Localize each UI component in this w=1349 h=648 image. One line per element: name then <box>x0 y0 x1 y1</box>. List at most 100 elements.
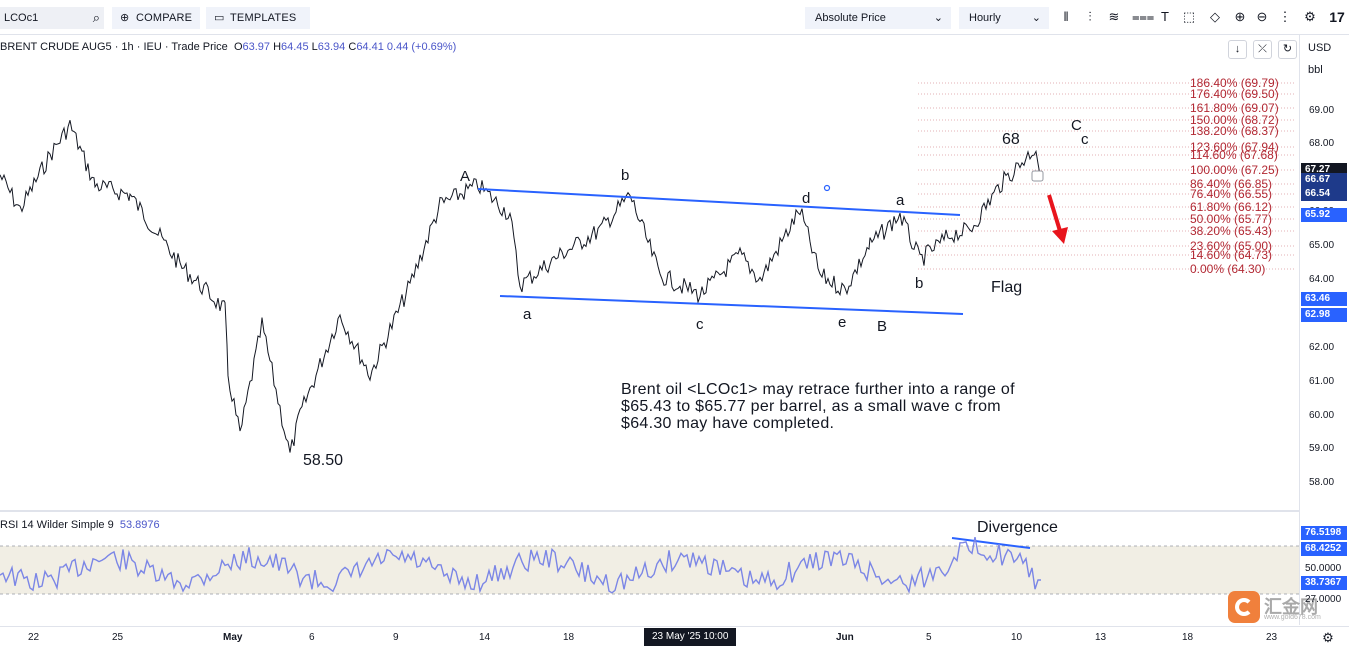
down-arrow-icon <box>1047 194 1068 244</box>
interval-value: Hourly <box>969 12 1001 24</box>
close-value: 64.41 <box>356 41 384 53</box>
time-tick: 6 <box>309 632 315 643</box>
download-icon[interactable]: ↓ <box>1228 40 1247 59</box>
time-tick: 23 <box>1266 632 1278 643</box>
divergence-label: Divergence <box>977 519 1058 536</box>
wave-label-B: B <box>877 318 888 335</box>
fib-level-label: 138.20% (68.37) <box>1190 124 1279 138</box>
symbol-search[interactable]: LCOc1 ⌕ <box>0 7 104 29</box>
price-legend: BRENT CRUDE AUG5 · 1h · IEU · Trade Pric… <box>0 41 456 53</box>
text-icon[interactable]: T <box>1161 9 1169 24</box>
rsi-band <box>0 545 1299 595</box>
price-tick: 65.00 <box>1309 240 1335 251</box>
fib-level-label: 100.00% (67.25) <box>1190 163 1279 177</box>
zoom-icon[interactable]: ⊕ <box>1234 9 1246 24</box>
zoom-out-icon[interactable]: ⊖ <box>1256 9 1268 24</box>
wave-label-c: c <box>696 316 704 333</box>
time-tick: 9 <box>393 632 399 643</box>
rsi-legend: RSI 14 Wilder Simple 9 53.8976 <box>0 519 160 531</box>
rsi-scale-label: 50.0000 <box>1305 563 1342 574</box>
time-tick: 13 <box>1095 632 1107 643</box>
time-tick: 18 <box>1182 632 1194 643</box>
fib-level-label: 161.80% (69.07) <box>1190 101 1279 115</box>
more-icon[interactable]: ⋮ <box>1278 9 1292 24</box>
price-label: 66.67 <box>1301 173 1347 187</box>
upper-trendline[interactable] <box>477 188 961 216</box>
rsi-series <box>0 536 1041 594</box>
wave-label-A: A <box>460 168 471 185</box>
rsi-scale-label: 76.5198 <box>1301 526 1347 540</box>
unit-label[interactable]: bbl <box>1308 64 1323 76</box>
time-tick: 25 <box>112 632 124 643</box>
open-label: O <box>233 41 243 53</box>
candlestick-icon[interactable]: ‖ <box>1063 9 1069 24</box>
fib-level-label: 86.40% (66.85) <box>1190 177 1273 191</box>
settings-icon[interactable]: ⚙ <box>1304 9 1316 24</box>
collapse-icon[interactable]: ⤫ <box>1253 40 1272 59</box>
high-label: H <box>273 41 282 53</box>
price-tick: 64.00 <box>1309 274 1335 285</box>
fib-level-label: 186.40% (69.79) <box>1190 76 1279 90</box>
chevron-down-icon: ⌄ <box>933 12 943 24</box>
wave-label-a: a <box>523 306 532 323</box>
tradingview-logo[interactable]: 17 <box>1329 9 1345 25</box>
price-tick: 60.00 <box>1309 410 1335 421</box>
plus-circle-icon: ⊕ <box>120 12 130 24</box>
price-tick: 68.00 <box>1309 138 1335 149</box>
watermark-text: 汇金网 <box>1264 597 1318 617</box>
compare-label: COMPARE <box>136 12 193 24</box>
wave-label-C: C <box>1071 117 1082 134</box>
fib-level-label: 76.40% (66.55) <box>1190 187 1273 201</box>
open-value: 63.97 <box>242 41 271 53</box>
pane-separator[interactable] <box>0 510 1299 512</box>
watermark-logo <box>1228 591 1260 623</box>
search-icon[interactable]: ⌕ <box>92 10 100 25</box>
fib-level-label: 61.80% (66.12) <box>1190 200 1273 214</box>
interval-select[interactable]: Hourly ⌄ <box>959 7 1049 29</box>
compare-button[interactable]: ⊕ COMPARE <box>112 7 200 29</box>
high-label: 68 <box>1002 131 1020 148</box>
low-label: 58.50 <box>303 452 344 469</box>
fib-level-label: 150.00% (68.72) <box>1190 113 1279 127</box>
price-type-value: Absolute Price <box>815 12 886 24</box>
shape-icon[interactable]: ◇ <box>1210 9 1220 24</box>
templates-label: TEMPLATES <box>230 12 297 24</box>
wave-label-c-small: c <box>1081 131 1089 148</box>
fib-level-label: 14.60% (64.73) <box>1190 248 1273 262</box>
symbol-text: LCOc1 <box>4 12 39 24</box>
fib-level-label: 23.60% (65.00) <box>1190 239 1273 253</box>
settings-icon[interactable]: ⚙ <box>1322 630 1334 645</box>
close-label: C <box>348 41 357 53</box>
lower-trendline[interactable] <box>499 295 964 315</box>
watermark: 汇金网 www.gold678.com <box>1228 591 1340 623</box>
chart-canvas[interactable] <box>0 35 1299 625</box>
rsi-name: RSI 14 Wilder Simple 9 <box>0 519 114 531</box>
price-series <box>0 120 1043 453</box>
fib-level-label: 176.40% (69.50) <box>1190 87 1279 101</box>
refresh-icon[interactable]: ↻ <box>1278 40 1297 59</box>
change-value: 0.44 (+0.69%) <box>386 41 457 53</box>
fib-lines <box>918 82 1296 270</box>
templates-button[interactable]: ▭ TEMPLATES <box>206 7 310 29</box>
time-tick: Jun <box>836 632 854 643</box>
price-type-select[interactable]: Absolute Price ⌄ <box>805 7 951 29</box>
indicator-icon[interactable]: ⫶ <box>1088 9 1092 24</box>
wave-label-b2: b <box>915 275 924 292</box>
wave-label-e: e <box>838 314 847 331</box>
currency-label[interactable]: USD <box>1308 42 1332 54</box>
price-label: 63.46 <box>1301 292 1347 306</box>
cursor-marker[interactable] <box>1031 170 1044 182</box>
fib-level-label: 38.20% (65.43) <box>1190 224 1273 238</box>
divergence-line[interactable] <box>951 537 1031 549</box>
fib-level-label: 0.00% (64.30) <box>1190 262 1266 276</box>
rect-icon[interactable]: ⬚ <box>1182 9 1196 24</box>
rsi-value: 53.8976 <box>119 519 160 531</box>
wave-label-a2: a <box>896 192 905 209</box>
time-tick: 18 <box>563 632 575 643</box>
top-toolbar: LCOc1 ⌕ ⊕ COMPARE ▭ TEMPLATES Absolute P… <box>0 0 1349 35</box>
studies-icon[interactable]: ≋ <box>1108 9 1120 24</box>
price-label: 66.54 <box>1301 187 1347 201</box>
trend-icon[interactable]: ⩶ <box>1132 9 1155 24</box>
wave-label-b: b <box>621 167 630 184</box>
